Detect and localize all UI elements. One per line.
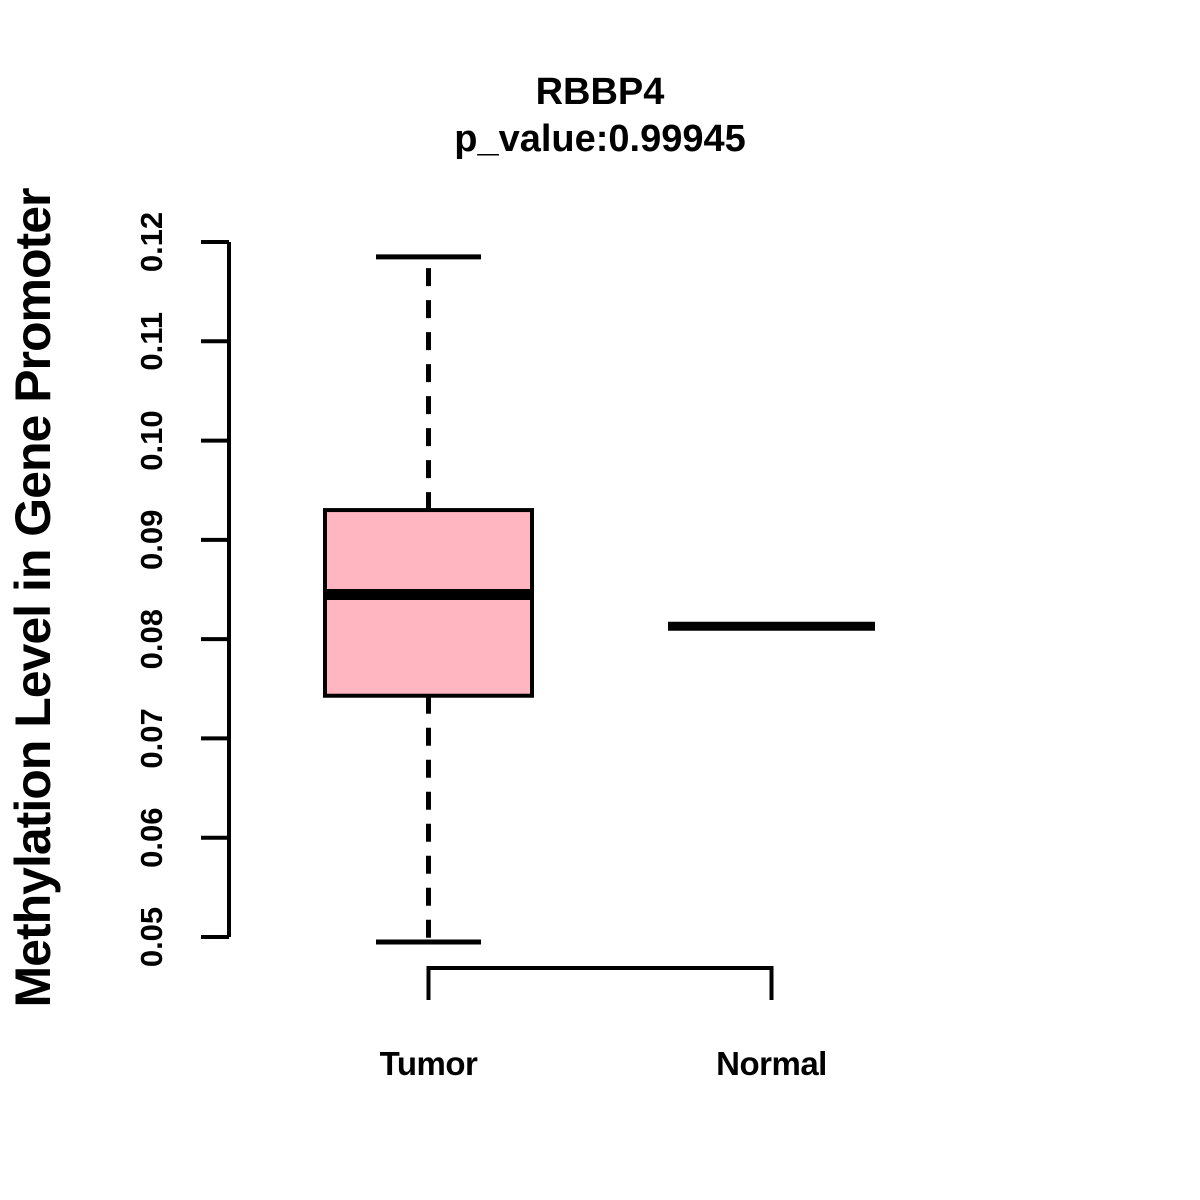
x-category-label-tumor: Tumor	[380, 1045, 478, 1082]
y-tick-label: 0.09	[134, 510, 169, 570]
y-tick-label: 0.07	[134, 708, 169, 768]
y-tick-label: 0.11	[134, 312, 169, 371]
tumor-box	[323, 508, 534, 698]
y-tick-label: 0.05	[134, 907, 169, 967]
x-category-label-normal: Normal	[716, 1045, 827, 1082]
x-axis-bracket	[426, 966, 774, 1000]
chart-title: RBBP4	[536, 71, 665, 113]
y-tick-label: 0.08	[134, 609, 169, 669]
y-tick-label: 0.10	[134, 410, 169, 470]
y-axis-title: Methylation Level in Gene Promoter	[5, 188, 61, 1007]
plot-area: 0.05 0.06 0.07 0.08 0.09 0.10 0.11 0.12 Tumor Nor…	[134, 212, 875, 1082]
y-tick-label: 0.06	[134, 808, 169, 868]
y-tick-label: 0.12	[134, 212, 169, 272]
chart-subtitle-pvalue: p_value:0.99945	[454, 118, 746, 160]
